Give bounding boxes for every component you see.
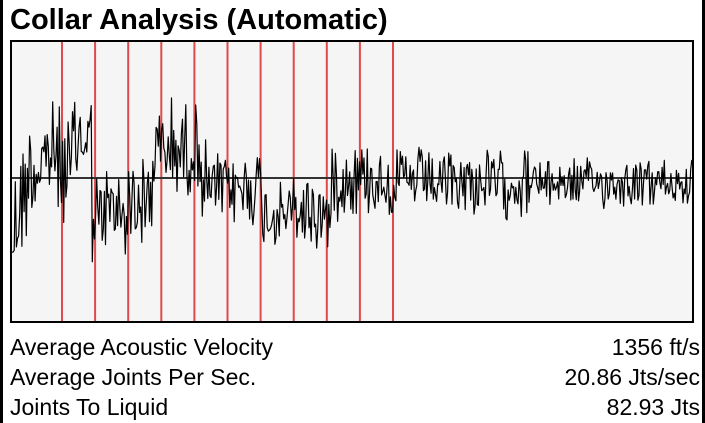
stat-row-velocity: Average Acoustic Velocity 1356 ft/s — [10, 333, 700, 363]
page-title: Collar Analysis (Automatic) — [10, 4, 388, 36]
stat-label-velocity: Average Acoustic Velocity — [10, 334, 273, 360]
stat-value-velocity: 1356 ft/s — [611, 334, 700, 360]
window-border-left — [0, 0, 3, 423]
stat-row-joints-per-sec: Average Joints Per Sec. 20.86 Jts/sec — [10, 363, 700, 393]
acoustic-signal-trace — [12, 97, 692, 263]
stat-label-joints-to-liquid: Joints To Liquid — [10, 394, 169, 420]
window-border-right — [702, 0, 705, 423]
stat-label-joints-per-sec: Average Joints Per Sec. — [10, 364, 257, 390]
stats-panel: Average Acoustic Velocity 1356 ft/s Aver… — [10, 333, 700, 423]
collar-signal-chart — [12, 42, 692, 321]
stat-value-joints-to-liquid: 82.93 Jts — [606, 394, 700, 420]
stat-row-joints-to-liquid: Joints To Liquid 82.93 Jts — [10, 393, 700, 423]
stat-value-joints-per-sec: 20.86 Jts/sec — [564, 364, 700, 390]
collar-analysis-plot — [10, 40, 694, 323]
